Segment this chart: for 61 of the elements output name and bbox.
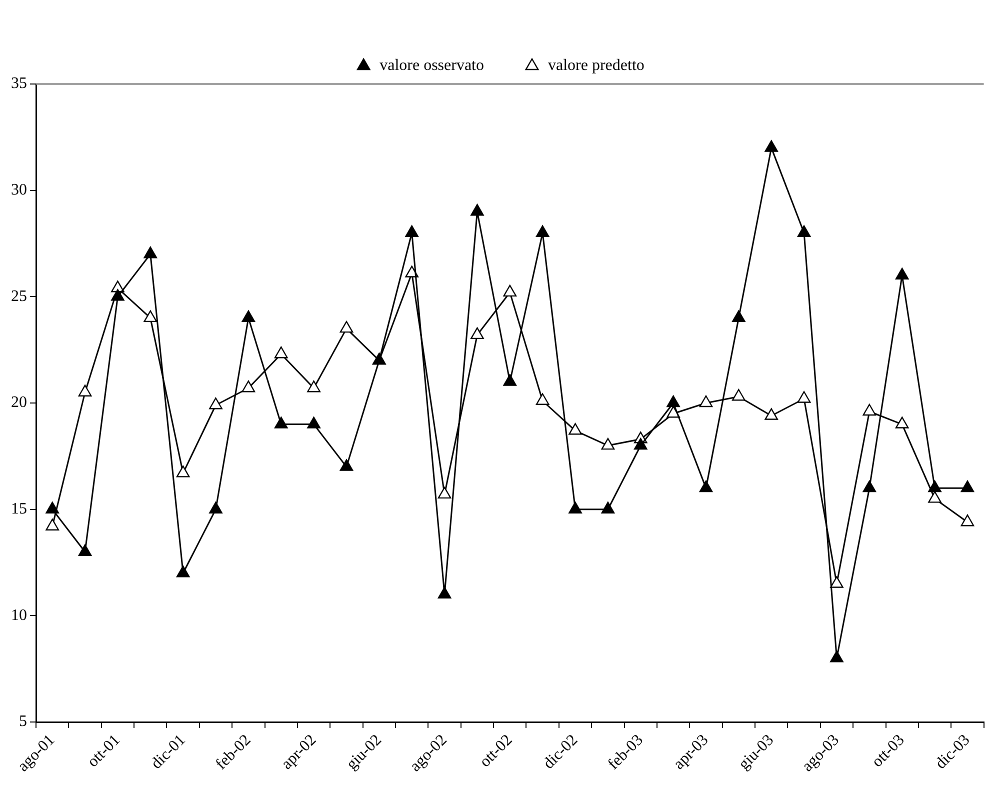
point bbox=[209, 502, 222, 514]
point bbox=[405, 225, 419, 237]
point bbox=[242, 380, 256, 392]
point bbox=[732, 389, 746, 401]
y-tick-label: 25 bbox=[11, 288, 27, 305]
y-tick-label: 20 bbox=[11, 394, 27, 412]
point bbox=[699, 395, 713, 408]
point bbox=[438, 486, 452, 499]
point bbox=[732, 310, 746, 322]
point bbox=[470, 327, 484, 340]
point bbox=[928, 491, 942, 503]
point bbox=[78, 384, 92, 396]
point bbox=[960, 514, 974, 526]
y-tick-label: 5 bbox=[19, 713, 27, 730]
point bbox=[666, 395, 680, 408]
y-tick-label: 35 bbox=[11, 75, 27, 92]
point bbox=[960, 480, 974, 492]
point bbox=[895, 268, 909, 280]
point bbox=[764, 408, 778, 420]
point bbox=[503, 284, 517, 297]
point bbox=[340, 320, 354, 333]
point bbox=[340, 459, 354, 471]
point bbox=[862, 480, 876, 492]
point bbox=[46, 518, 60, 530]
point bbox=[78, 544, 92, 556]
point bbox=[601, 502, 615, 514]
point bbox=[797, 391, 811, 403]
point bbox=[176, 466, 190, 478]
point bbox=[536, 225, 550, 237]
point bbox=[242, 310, 256, 322]
point bbox=[601, 438, 615, 450]
point bbox=[438, 586, 452, 599]
legend-label: valore predetto bbox=[548, 57, 644, 74]
point bbox=[797, 225, 811, 237]
point bbox=[568, 502, 582, 514]
point bbox=[503, 374, 517, 386]
point bbox=[307, 416, 320, 428]
point bbox=[568, 423, 582, 435]
point bbox=[764, 140, 778, 152]
point bbox=[176, 566, 190, 578]
point bbox=[209, 398, 222, 410]
y-tick-label: 30 bbox=[11, 182, 27, 199]
point bbox=[470, 204, 484, 216]
y-tick-label: 15 bbox=[11, 500, 27, 518]
point bbox=[830, 650, 844, 662]
point bbox=[144, 246, 158, 258]
point bbox=[274, 346, 288, 358]
legend-label: valore osservato bbox=[380, 57, 484, 74]
point bbox=[862, 404, 876, 416]
y-tick-label: 10 bbox=[11, 606, 27, 624]
point bbox=[307, 380, 320, 392]
point bbox=[274, 416, 288, 428]
point bbox=[830, 576, 844, 588]
point bbox=[536, 393, 550, 405]
point bbox=[699, 480, 713, 492]
point bbox=[928, 480, 942, 492]
point bbox=[46, 502, 60, 514]
point bbox=[895, 416, 909, 428]
point bbox=[111, 289, 124, 301]
point bbox=[634, 438, 648, 450]
point bbox=[144, 310, 158, 322]
